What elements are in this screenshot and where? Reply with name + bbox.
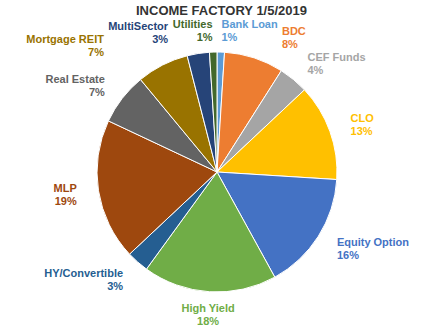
label-name: Real Estate [45, 73, 104, 85]
label-value: 1% [221, 31, 237, 43]
data-label: High Yield18% [181, 302, 234, 327]
label-name: High Yield [181, 302, 234, 314]
label-value: 19% [55, 195, 77, 207]
label-value: 8% [282, 38, 298, 50]
label-name: CEF Funds [308, 51, 366, 63]
chart: INCOME FACTORY 1/5/2019Bank Loan1%BDC8%C… [0, 0, 443, 331]
data-label: BDC8% [282, 25, 306, 50]
slice [209, 52, 217, 172]
label-value: 1% [197, 31, 213, 43]
data-label: Equity Option16% [337, 236, 409, 261]
label-name: MLP [54, 182, 77, 194]
data-label: MLP19% [54, 182, 77, 207]
label-value: 3% [107, 280, 123, 292]
background [0, 0, 443, 331]
label-name: Mortgage REIT [26, 33, 104, 45]
label-value: 16% [337, 249, 359, 261]
label-name: Bank Loan [221, 18, 278, 30]
slice [217, 90, 337, 180]
label-value: 3% [152, 33, 168, 45]
label-value: 18% [197, 315, 219, 327]
label-name: HY/Convertible [44, 267, 123, 279]
label-name: Utilities [173, 18, 213, 30]
data-label: CEF Funds4% [308, 51, 366, 76]
slices [97, 52, 337, 292]
data-label: Utilities1% [173, 18, 213, 43]
label-value: 7% [88, 46, 104, 58]
data-label: Real Estate7% [45, 73, 105, 98]
data-label: CLO13% [351, 112, 375, 137]
label-name: BDC [282, 25, 306, 37]
label-name: MultiSector [108, 20, 169, 32]
label-value: 13% [351, 125, 373, 137]
slice [187, 52, 217, 172]
data-label: Mortgage REIT7% [26, 33, 104, 58]
data-label: Bank Loan1% [221, 18, 278, 43]
label-name: CLO [351, 112, 375, 124]
data-label: MultiSector3% [108, 20, 169, 45]
label-value: 4% [308, 64, 324, 76]
title: INCOME FACTORY 1/5/2019 [136, 3, 307, 18]
data-label: HY/Convertible3% [44, 267, 123, 292]
label-value: 7% [89, 86, 105, 98]
label-name: Equity Option [337, 236, 409, 248]
